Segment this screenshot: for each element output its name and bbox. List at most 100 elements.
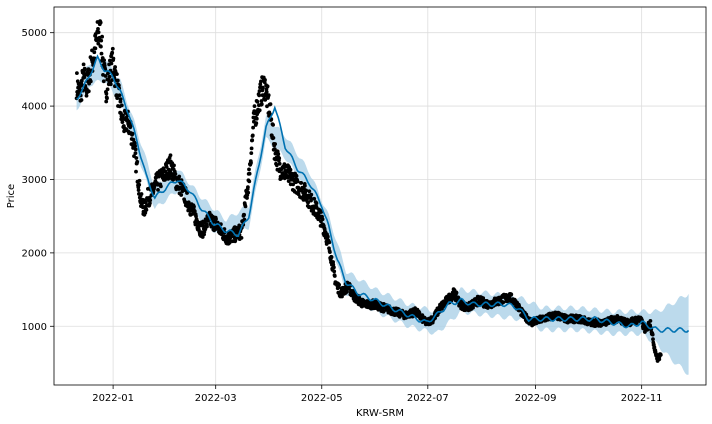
- observed-point: [96, 27, 100, 31]
- observed-point: [264, 90, 269, 94]
- observed-point: [266, 93, 271, 98]
- observed-point: [257, 89, 262, 93]
- forecast-line: [76, 54, 690, 333]
- observed-point: [247, 167, 251, 172]
- observed-point: [109, 61, 114, 66]
- observed-point: [117, 83, 121, 88]
- observed-point: [104, 99, 109, 104]
- observed-point: [194, 214, 198, 219]
- observed-point: [102, 58, 106, 63]
- observed-point: [75, 71, 79, 75]
- observed-point: [186, 200, 191, 205]
- observed-point: [651, 337, 655, 342]
- observed-point: [295, 179, 300, 184]
- observed-point: [172, 163, 176, 168]
- observed-point: [337, 282, 341, 287]
- observed-point: [325, 234, 330, 239]
- observed-point: [271, 136, 276, 140]
- observed-point: [92, 50, 97, 55]
- x-axis-ticks: 2022-01 2022-03 2022-05 2022-07 2022-09 2022-…: [92, 385, 663, 404]
- observed-point: [103, 74, 108, 78]
- observed-point: [96, 41, 101, 46]
- observed-point: [265, 84, 270, 89]
- observed-point: [320, 217, 325, 222]
- observed-point: [134, 169, 138, 174]
- observed-point: [93, 46, 98, 51]
- observed-point: [329, 255, 334, 260]
- observed-point: [110, 50, 115, 55]
- observed-point: [306, 200, 310, 205]
- observed-point: [206, 218, 211, 223]
- observed-point: [99, 38, 104, 43]
- observed-point: [79, 78, 84, 83]
- x-axis-label: KRW-SRM: [356, 408, 404, 419]
- observed-point: [177, 174, 182, 179]
- x-tick-label: 2022-03: [195, 393, 237, 404]
- observed-point: [113, 65, 117, 69]
- observed-point: [242, 212, 247, 217]
- observed-point: [268, 102, 273, 106]
- observed-point: [454, 290, 459, 295]
- observed-point: [214, 217, 218, 221]
- observed-point: [108, 58, 112, 63]
- observed-point: [250, 133, 255, 138]
- observed-point: [345, 289, 349, 294]
- observed-point: [277, 156, 282, 161]
- observed-point: [135, 159, 140, 164]
- observed-point: [327, 240, 332, 245]
- observed-point: [307, 189, 312, 194]
- observed-point: [105, 96, 109, 101]
- observed-point: [316, 217, 321, 222]
- observed-point: [657, 357, 662, 362]
- observed-point: [249, 151, 254, 156]
- observed-point: [179, 193, 184, 197]
- observed-point: [136, 188, 141, 193]
- observed-point: [98, 20, 103, 25]
- observed-point: [246, 190, 251, 195]
- observed-point: [118, 97, 123, 102]
- y-tick-label: 1000: [22, 322, 47, 333]
- observed-point: [107, 74, 112, 79]
- observed-point: [243, 204, 248, 209]
- observed-point: [114, 93, 119, 97]
- observed-point: [340, 294, 344, 299]
- observed-point: [100, 34, 104, 39]
- observed-point: [134, 156, 139, 160]
- observed-point: [133, 144, 138, 148]
- observed-point: [254, 121, 259, 126]
- observed-point: [154, 175, 158, 180]
- observed-point: [273, 142, 277, 146]
- observed-point: [159, 184, 163, 189]
- observed-point: [133, 151, 138, 156]
- observed-point: [148, 201, 152, 206]
- observed-point: [277, 161, 282, 166]
- observed-point: [115, 72, 119, 76]
- observed-point: [249, 160, 253, 165]
- y-axis-ticks: 1000 2000 3000 4000 5000: [22, 28, 54, 333]
- observed-point: [171, 177, 176, 182]
- observed-point: [115, 96, 120, 100]
- observed-point: [332, 269, 337, 274]
- observed-point: [249, 146, 254, 151]
- y-tick-label: 4000: [22, 102, 47, 113]
- x-tick-label: 2022-09: [515, 393, 557, 404]
- observed-point: [105, 87, 110, 92]
- observed-point: [309, 198, 313, 203]
- observed-point: [83, 67, 87, 72]
- observed-point: [192, 204, 196, 209]
- observed-point: [81, 62, 86, 67]
- observed-point: [115, 78, 120, 83]
- observed-point: [137, 178, 142, 183]
- y-axis-label: Price: [6, 184, 17, 208]
- forecast-line-layer: [76, 54, 690, 333]
- observed-point: [252, 104, 257, 108]
- observed-point: [276, 152, 281, 156]
- observed-point: [257, 93, 262, 98]
- observed-point: [250, 138, 255, 143]
- observed-point: [233, 238, 238, 243]
- observed-point: [77, 88, 82, 93]
- observed-point: [263, 78, 267, 82]
- observed-point: [314, 201, 319, 206]
